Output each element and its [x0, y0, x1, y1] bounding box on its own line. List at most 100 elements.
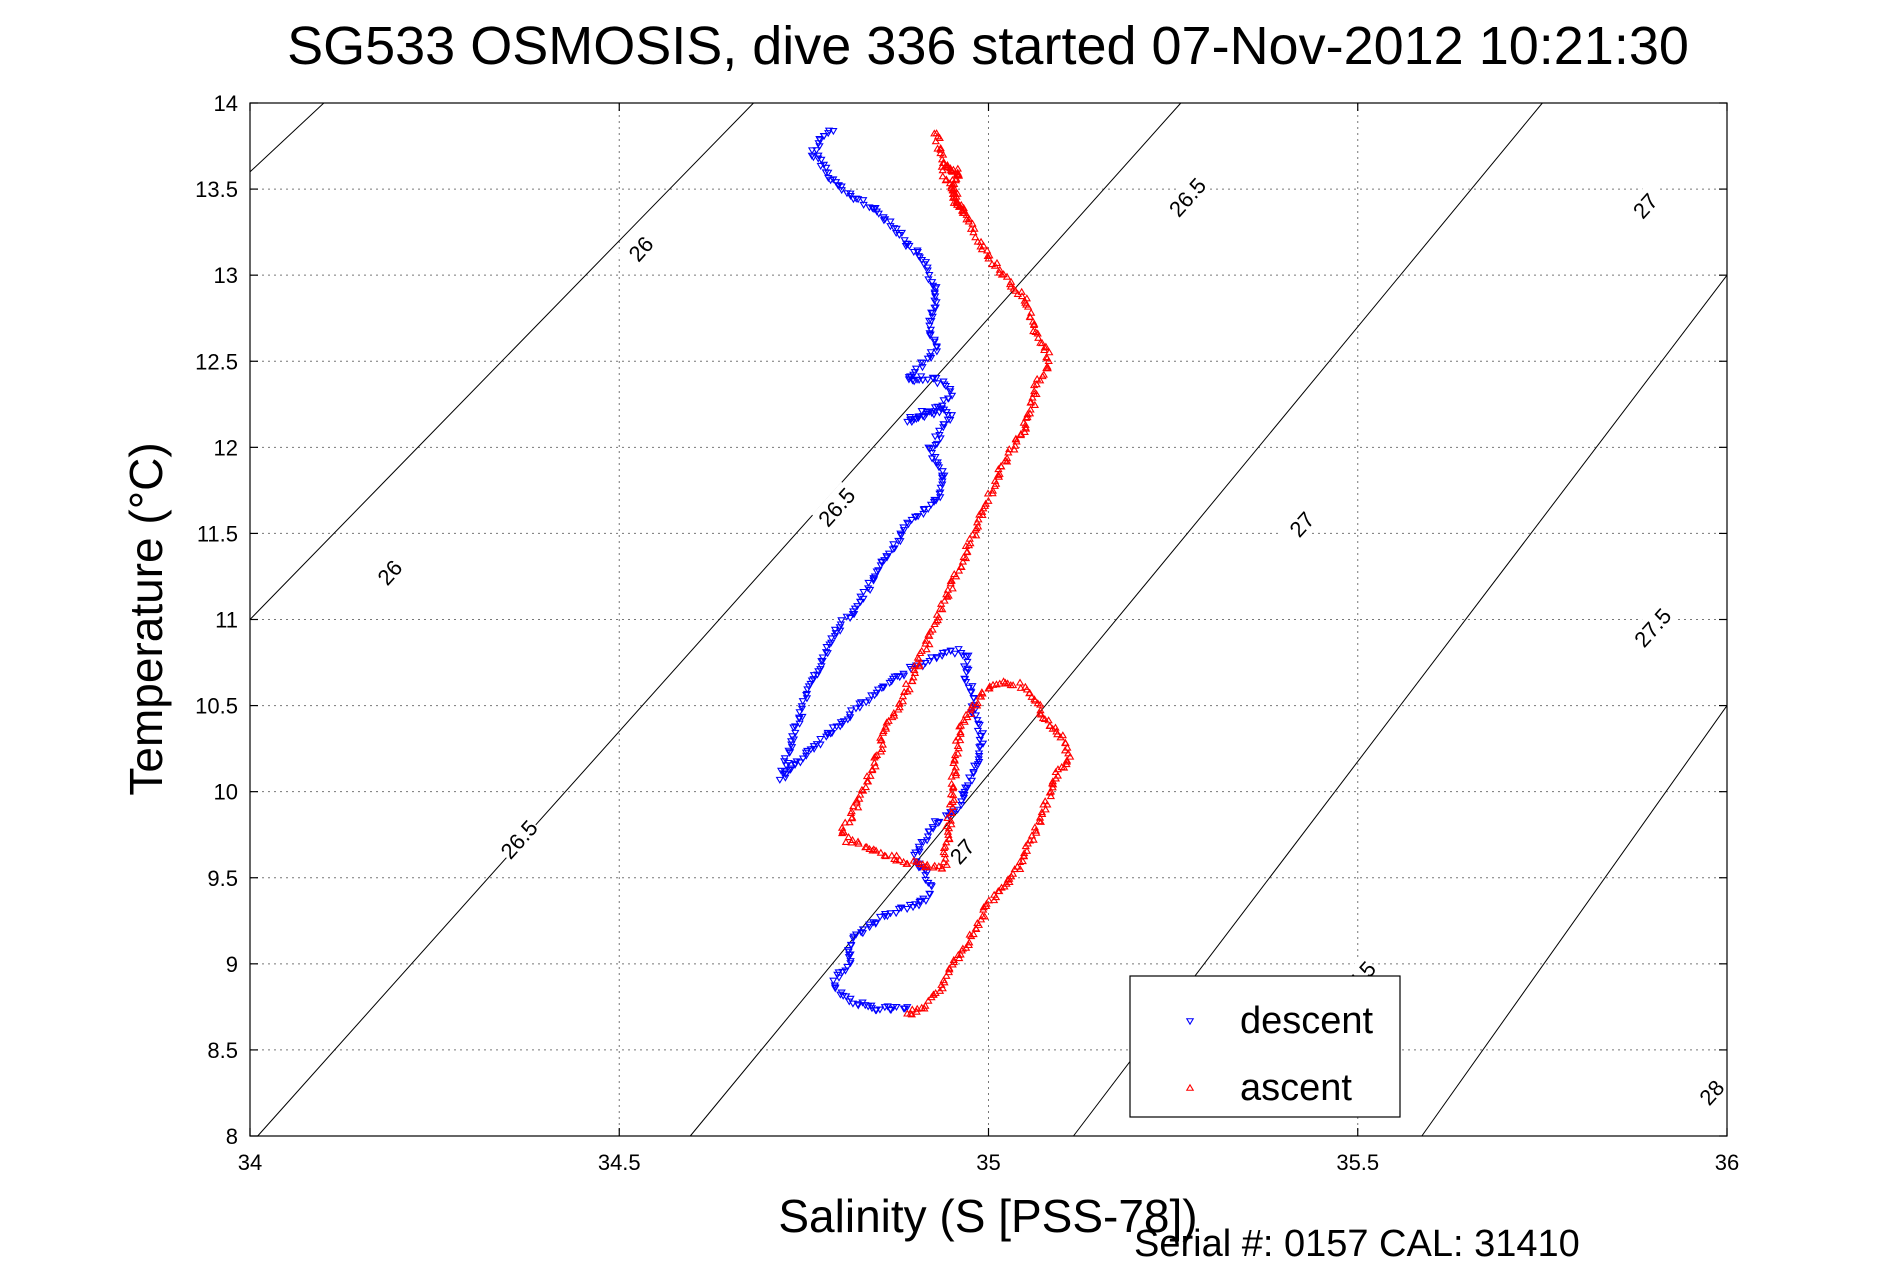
data-point-descent: [932, 344, 941, 352]
data-point-ascent: [907, 1010, 917, 1018]
data-point-ascent: [895, 855, 904, 863]
data-point-ascent: [1056, 733, 1065, 741]
data-point-descent: [928, 445, 937, 453]
data-point-ascent: [903, 1009, 912, 1017]
data-point-ascent: [961, 541, 971, 549]
data-point-ascent: [841, 837, 851, 845]
data-point-descent: [903, 1004, 912, 1012]
data-point-ascent: [941, 854, 950, 862]
data-point-descent: [843, 963, 852, 972]
data-point-ascent: [1038, 372, 1047, 380]
data-point-descent: [931, 285, 940, 293]
data-point-descent: [856, 598, 865, 607]
data-point-descent: [914, 902, 924, 910]
data-point-descent: [925, 828, 934, 836]
data-point-descent: [847, 942, 856, 950]
data-point-descent: [937, 472, 947, 480]
data-point-descent: [875, 1006, 885, 1014]
data-point-descent: [837, 183, 846, 191]
legend-label-descent: descent: [1240, 1000, 1374, 1042]
y-tick-label: 12: [214, 435, 238, 460]
data-point-descent: [889, 225, 899, 233]
data-point-ascent: [917, 1003, 926, 1011]
data-point-descent: [845, 714, 855, 722]
data-point-ascent: [980, 912, 989, 920]
data-point-ascent: [983, 489, 993, 497]
data-point-ascent: [922, 645, 931, 653]
data-point-ascent: [927, 993, 936, 1001]
data-point-ascent: [949, 795, 959, 803]
data-point-descent: [946, 388, 955, 396]
data-point-ascent: [876, 736, 886, 744]
data-point-descent: [959, 794, 969, 802]
data-point-descent: [842, 613, 851, 621]
data-point-ascent: [1053, 730, 1062, 738]
data-point-ascent: [865, 844, 874, 852]
y-tick-label: 9: [226, 952, 238, 977]
data-point-ascent: [915, 662, 924, 670]
data-point-descent: [848, 1000, 858, 1008]
data-point-ascent: [862, 777, 872, 785]
data-point-descent: [856, 593, 865, 601]
data-point-ascent: [1013, 862, 1022, 870]
data-point-ascent: [1029, 320, 1039, 329]
data-point-descent: [897, 904, 906, 912]
data-point-ascent: [979, 903, 988, 911]
data-point-ascent: [937, 864, 946, 872]
data-point-descent: [797, 705, 807, 713]
data-point-descent: [789, 724, 798, 732]
data-point-descent: [928, 313, 937, 321]
y-tick-label: 11.5: [197, 521, 238, 546]
y-tick-label: 10: [214, 780, 238, 805]
x-tick-label: 36: [1715, 1150, 1739, 1175]
data-point-descent: [930, 496, 939, 504]
data-point-descent: [851, 931, 861, 939]
data-point-descent: [937, 652, 947, 660]
x-ticks: 34 34.5 35 35.5 36: [238, 103, 1739, 1175]
data-point-ascent: [1002, 272, 1012, 280]
data-point-descent: [974, 753, 984, 761]
data-point-ascent: [954, 566, 964, 574]
data-point-descent: [930, 336, 939, 344]
data-point-ascent: [1062, 760, 1071, 768]
data-point-descent: [947, 412, 957, 420]
data-point-descent: [943, 416, 953, 424]
data-point-ascent: [941, 842, 950, 850]
data-point-descent: [925, 445, 935, 453]
data-point-descent: [976, 743, 985, 751]
footer-serial-cal: Serial #: 0157 CAL: 31410: [1134, 1223, 1580, 1262]
data-point-ascent: [1045, 721, 1055, 730]
data-point-ascent: [935, 986, 945, 994]
data-point-ascent: [848, 835, 857, 844]
data-point-ascent: [1063, 743, 1072, 751]
data-point-descent: [816, 666, 825, 674]
data-point-ascent: [857, 785, 867, 793]
data-point-ascent: [956, 728, 965, 736]
data-point-ascent: [939, 858, 948, 866]
data-point-descent: [846, 995, 855, 1003]
data-point-ascent: [943, 585, 953, 593]
data-point-descent: [807, 677, 817, 685]
data-point-descent: [827, 729, 837, 738]
data-point-descent: [809, 154, 818, 162]
data-point-ascent: [1041, 805, 1050, 813]
x-tick-label: 34.5: [598, 1150, 641, 1175]
data-point-ascent: [881, 852, 890, 860]
data-point-descent: [880, 913, 889, 921]
data-point-ascent: [982, 899, 991, 907]
data-point-descent: [817, 658, 826, 666]
data-point-descent: [933, 380, 942, 388]
data-point-descent: [920, 414, 929, 422]
data-point-descent: [931, 293, 940, 301]
data-point-ascent: [901, 679, 911, 687]
data-point-ascent: [862, 842, 871, 850]
data-point-ascent: [899, 857, 908, 865]
data-point-descent: [902, 905, 912, 914]
data-point-ascent: [947, 820, 956, 828]
data-point-descent: [893, 673, 902, 681]
data-point-descent: [824, 169, 833, 177]
data-point-ascent: [944, 591, 953, 599]
data-point-descent: [809, 676, 818, 684]
data-point-descent: [919, 506, 928, 514]
data-point-descent: [900, 237, 909, 245]
